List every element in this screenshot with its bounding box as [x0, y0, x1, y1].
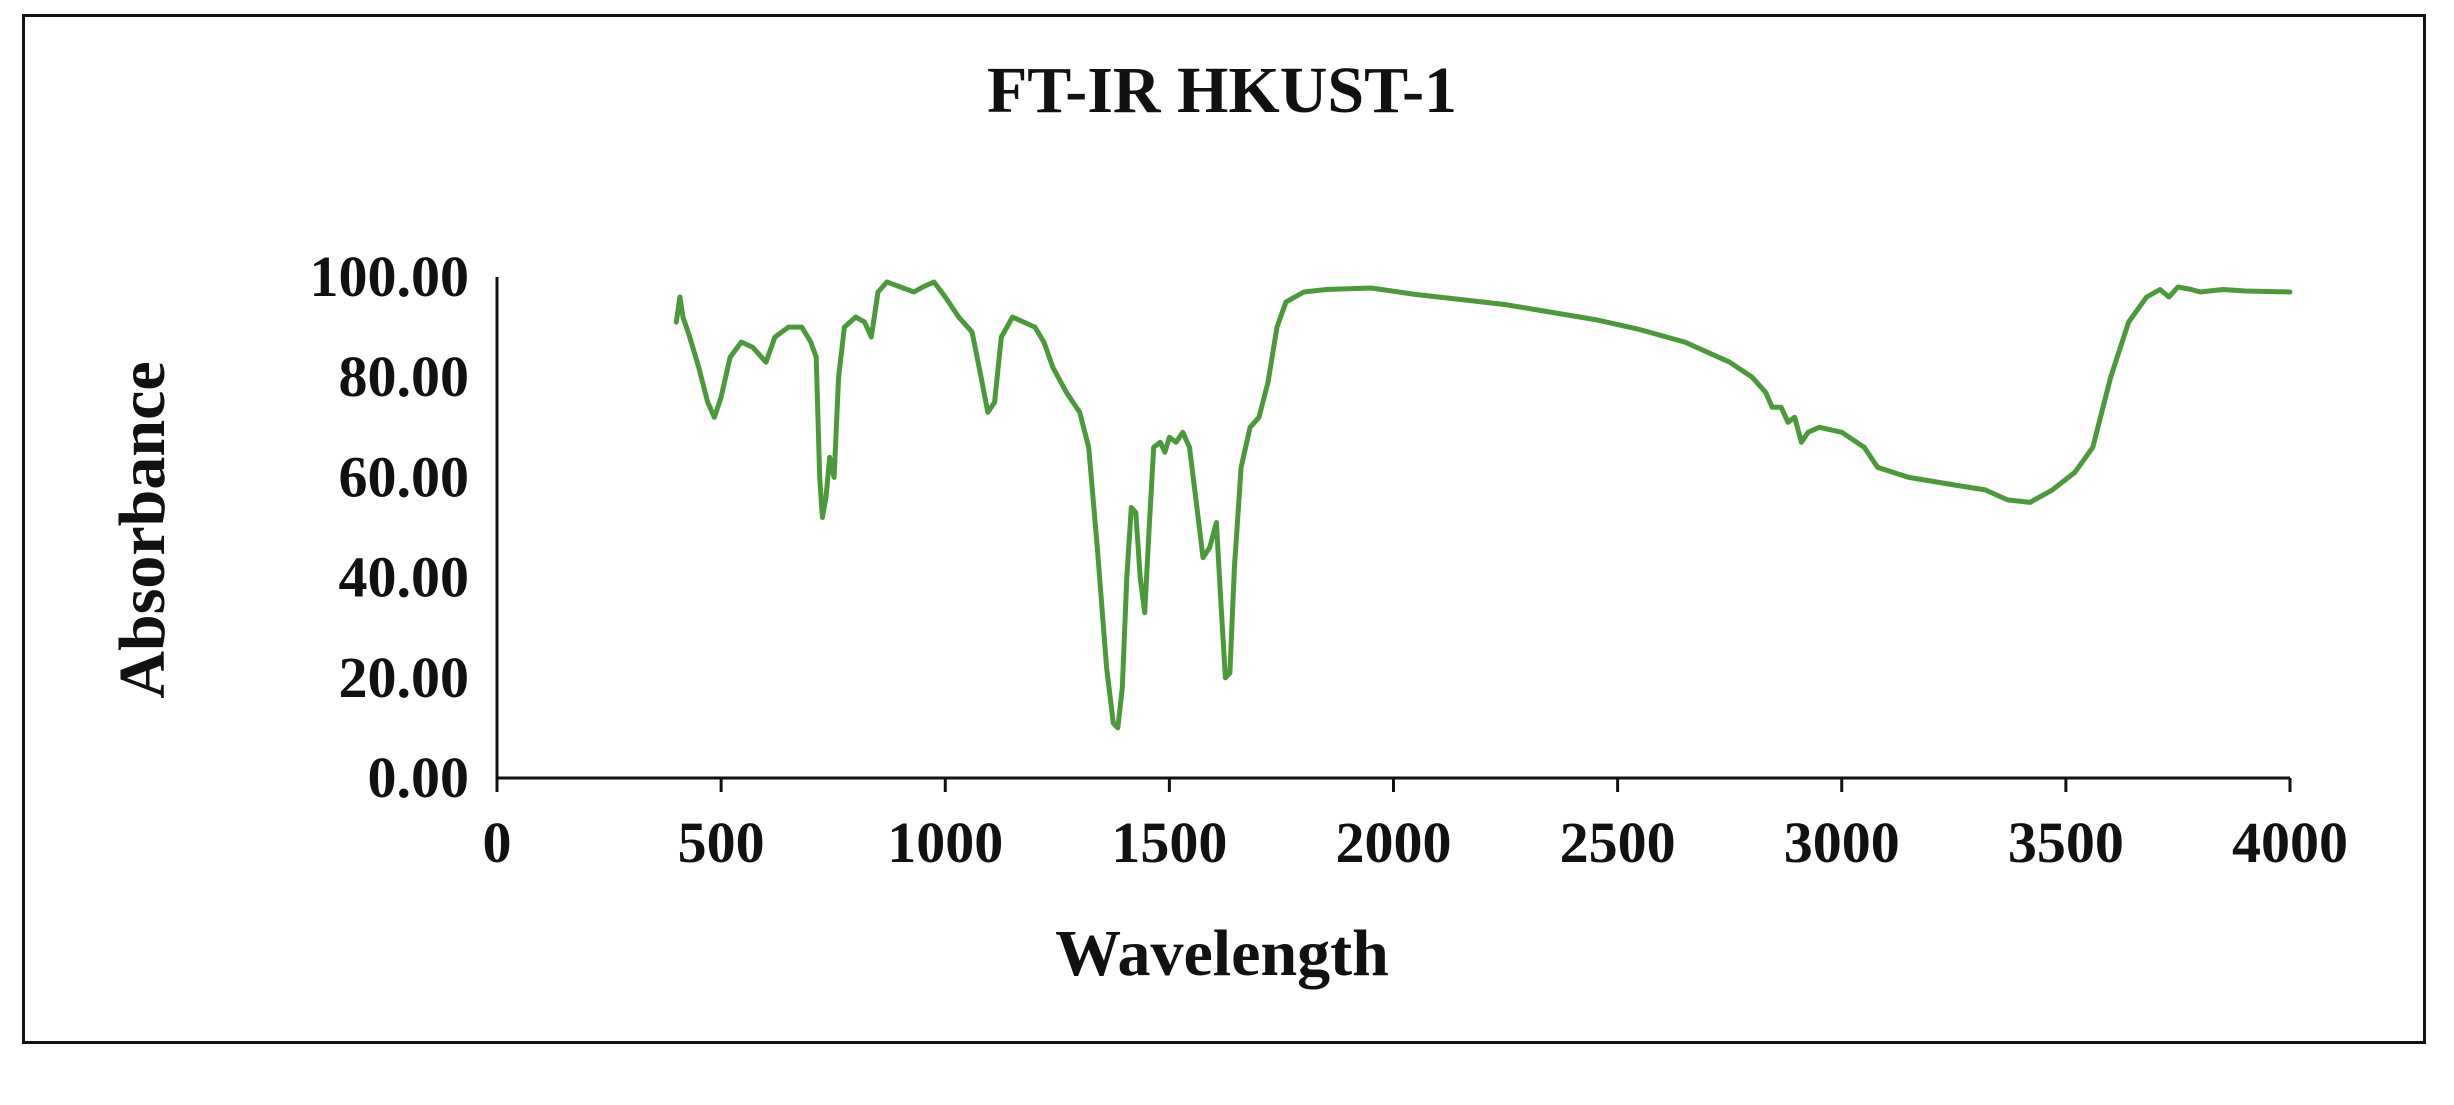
x-tick-label: 500 [678, 810, 765, 875]
y-tick-label: 100.00 [310, 244, 470, 309]
x-axis-ticks: 0 500 1000 1500 2000 2500 3000 3500 4000 [483, 778, 2348, 875]
x-tick-label: 2500 [1560, 810, 1676, 875]
x-tick-label: 0 [483, 810, 512, 875]
chart-frame [22, 14, 2426, 1044]
x-tick-label: 1500 [1111, 810, 1227, 875]
x-axis-title: Wavelength [1055, 917, 1389, 990]
chart-title: FT-IR HKUST-1 [987, 54, 1457, 127]
y-axis-ticks: 0.00 20.00 40.00 60.00 80.00 100.00 [310, 244, 470, 810]
x-tick-label: 3000 [1784, 810, 1900, 875]
y-tick-label: 20.00 [339, 645, 470, 710]
x-tick-label: 4000 [2232, 810, 2348, 875]
y-tick-label: 0.00 [368, 745, 470, 810]
y-axis-title: Absorbance [106, 361, 179, 698]
x-tick-label: 3500 [2008, 810, 2124, 875]
series-layer [673, 279, 2293, 731]
y-tick-label: 60.00 [339, 444, 470, 509]
x-tick-label: 1000 [887, 810, 1003, 875]
y-tick-label: 40.00 [339, 545, 470, 610]
x-tick-label: 2000 [1336, 810, 1452, 875]
y-tick-label: 80.00 [339, 344, 470, 409]
series-line [673, 279, 2293, 731]
